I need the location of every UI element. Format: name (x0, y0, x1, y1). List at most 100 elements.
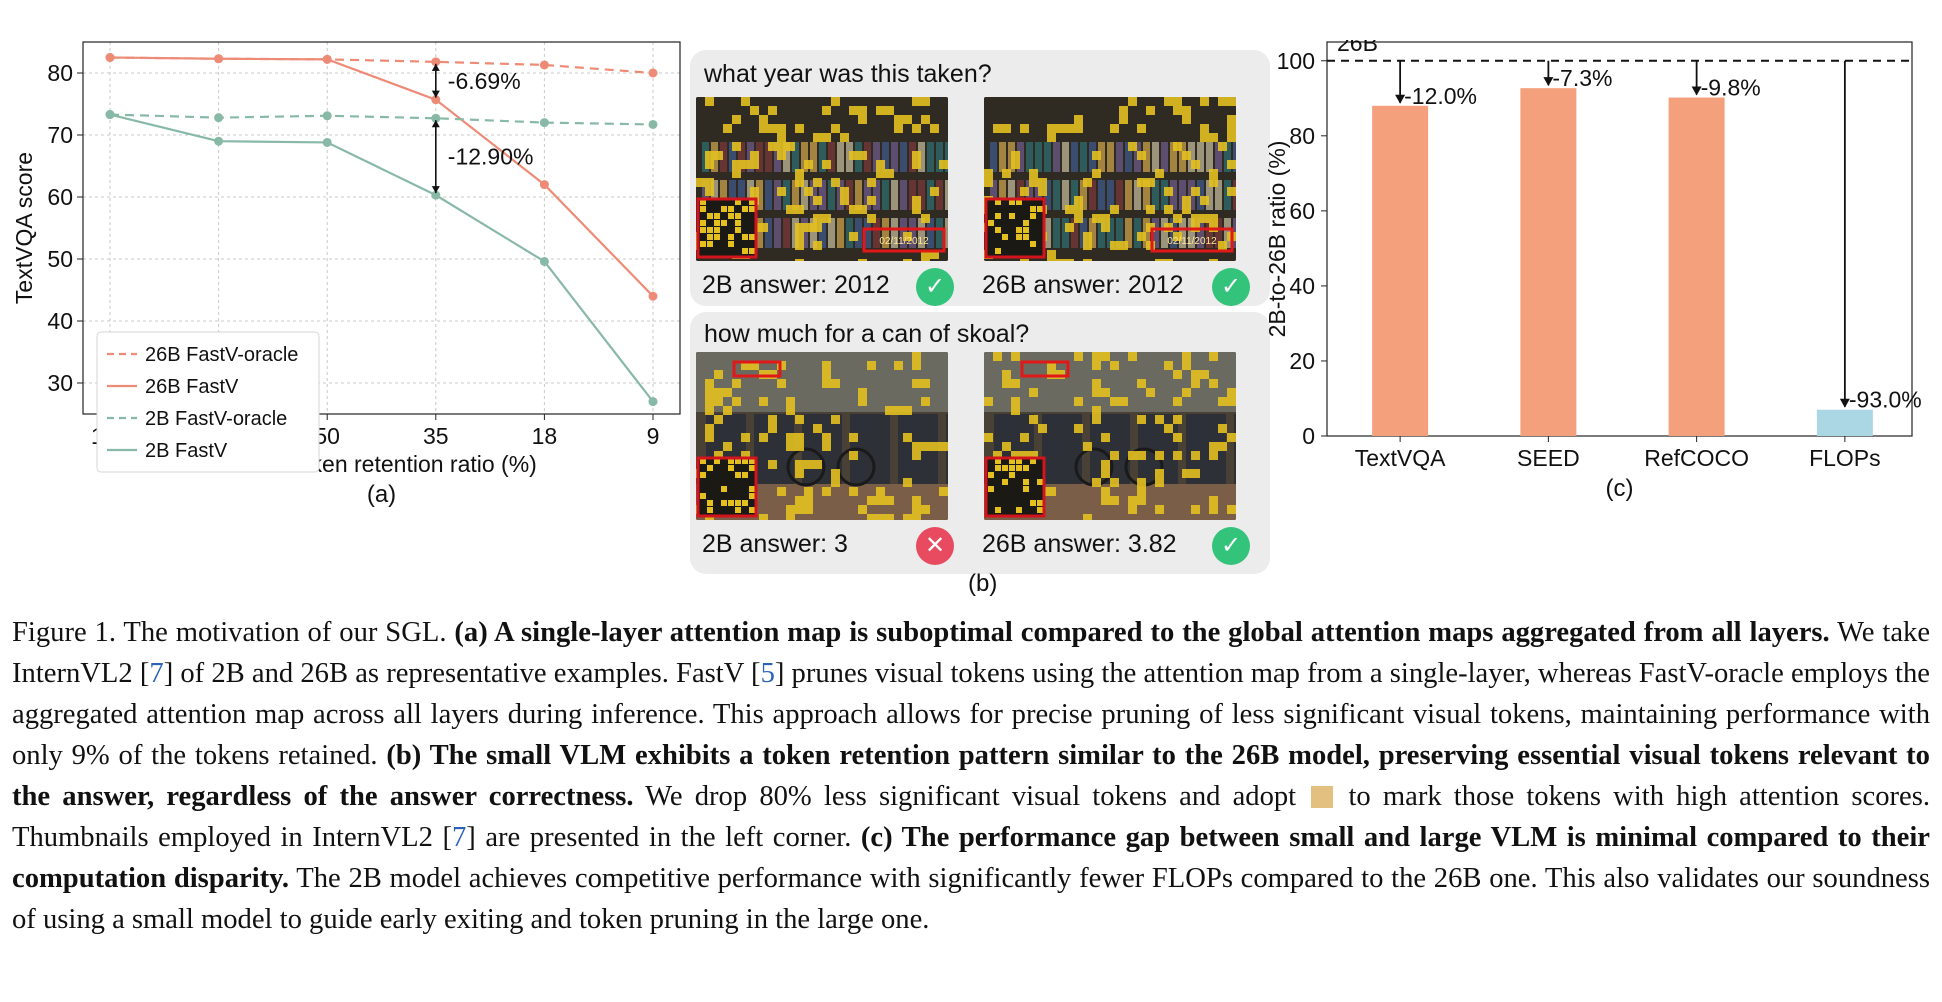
attention-token (705, 388, 714, 397)
book-spine (1188, 142, 1195, 172)
attention-token (867, 514, 876, 520)
cross-icon: ✕ (916, 527, 954, 565)
book-spine (1053, 218, 1060, 248)
attention-token (750, 151, 759, 160)
thumbnail-token (728, 234, 734, 240)
book-spine (828, 180, 835, 210)
attention-token (1101, 469, 1110, 478)
attention-token (1137, 415, 1146, 424)
attention-token (1209, 451, 1218, 460)
attention-token (1182, 106, 1191, 115)
book-spine (1062, 218, 1069, 248)
book-spine (1197, 218, 1204, 248)
attention-token (1047, 487, 1056, 496)
answer-box (732, 360, 782, 378)
citation-link[interactable]: 7 (451, 822, 467, 853)
book-spine (891, 142, 898, 172)
attention-token (1101, 433, 1110, 442)
attention-token (1209, 442, 1218, 451)
attention-token (921, 397, 930, 406)
attention-token (1110, 241, 1119, 250)
attention-token (1155, 451, 1164, 460)
thumbnail-token (749, 507, 755, 513)
book-spine (783, 142, 790, 172)
book-spine (891, 218, 898, 248)
attention-token (1083, 178, 1092, 187)
thumbnail-token (749, 199, 755, 205)
book-spine (837, 218, 844, 248)
attention-token (1155, 169, 1164, 178)
attention-token (1137, 451, 1146, 460)
attention-token (1038, 424, 1047, 433)
attention-token (1155, 505, 1164, 514)
attention-token (1191, 505, 1200, 514)
book-spine (900, 142, 907, 172)
attention-token (786, 205, 795, 214)
attention-token (795, 433, 804, 442)
attention-token (858, 259, 867, 261)
book-spine (1098, 180, 1105, 210)
attention-token (714, 370, 723, 379)
attention-token (804, 160, 813, 169)
thumbnail-token (1016, 465, 1022, 471)
attention-token (1173, 106, 1182, 115)
attention-token (831, 124, 840, 133)
attention-token (885, 496, 894, 505)
attention-token (1029, 388, 1038, 397)
attention-token (912, 352, 921, 361)
bar (1816, 409, 1873, 436)
attention-token (867, 496, 876, 505)
thumbnail-token (742, 458, 748, 464)
attention-token (1092, 352, 1101, 361)
attention-token (1074, 115, 1083, 124)
book-spine (1134, 180, 1141, 210)
thumbnail-token (1030, 500, 1036, 506)
attention-token (1092, 406, 1101, 415)
gap-label: -12.0% (1404, 83, 1477, 109)
book-spine (1125, 180, 1132, 210)
book-spine (1116, 180, 1123, 210)
attention-token (1074, 397, 1083, 406)
data-point (214, 54, 224, 64)
citation-link[interactable]: 5 (760, 658, 775, 689)
attention-token (732, 160, 741, 169)
thumbnail-token (1030, 213, 1036, 219)
arrow-head (431, 120, 440, 128)
book-spine (1053, 142, 1060, 172)
thumbnail-token (714, 234, 720, 240)
thumbnail-token (707, 213, 713, 219)
attention-token (723, 442, 732, 451)
thumbnail-token (735, 458, 741, 464)
book-spine (1062, 142, 1069, 172)
example-1-small-answer: 2B answer: 2012 (702, 271, 890, 299)
attention-token (822, 379, 831, 388)
attention-token (1092, 379, 1101, 388)
book-spine (990, 142, 997, 172)
y-axis-label: 2B-to-26B ratio (%) (1265, 141, 1290, 338)
attention-token (1092, 361, 1101, 370)
book-spine (1206, 218, 1213, 248)
attention-token (1200, 196, 1209, 205)
attention-token (831, 97, 840, 106)
attention-token (831, 379, 840, 388)
y-tick-label: 40 (47, 308, 73, 334)
attention-token (849, 433, 858, 442)
citation-link[interactable]: 7 (149, 658, 164, 689)
attention-token (1110, 361, 1119, 370)
book-spine (801, 218, 808, 248)
book-spine (837, 142, 844, 172)
example-1-large-image: 02/11/2012 (984, 97, 1236, 261)
attention-token (795, 442, 804, 451)
attention-token (1182, 361, 1191, 370)
attention-token (1182, 196, 1191, 205)
thumbnail-token (1009, 472, 1015, 478)
attention-token (705, 433, 714, 442)
book-spine (1233, 142, 1236, 172)
book-spine (936, 142, 943, 172)
attention-token (795, 415, 804, 424)
thumbnail-token (1016, 234, 1022, 240)
caption-b-bold: (b) The small VLM exhibits a token reten… (12, 740, 1930, 812)
data-point (539, 60, 549, 70)
book-spine (738, 142, 745, 172)
data-point (214, 136, 224, 146)
